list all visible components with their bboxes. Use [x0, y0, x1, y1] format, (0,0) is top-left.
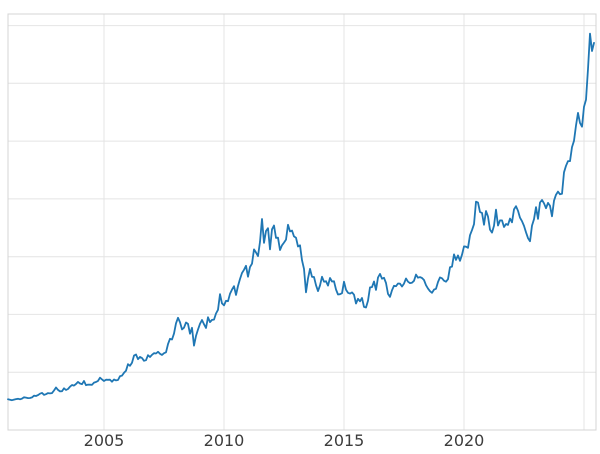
x-tick-label-2010: 2010: [204, 431, 245, 450]
plot-border: [7, 13, 597, 431]
x-tick-label-2015: 2015: [324, 431, 365, 450]
data-line: [7, 32, 595, 402]
x-tick-label-2005: 2005: [84, 431, 125, 450]
x-tick-label-2020: 2020: [444, 431, 485, 450]
